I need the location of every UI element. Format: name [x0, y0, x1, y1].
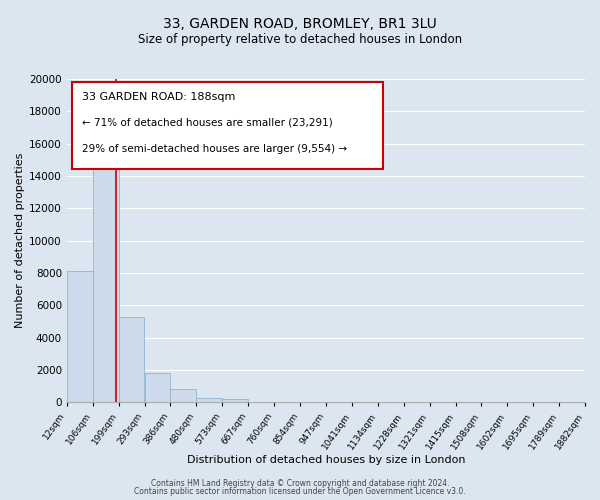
Bar [170, 389, 196, 402]
Text: Contains public sector information licensed under the Open Government Licence v3: Contains public sector information licen… [134, 487, 466, 496]
Text: 33 GARDEN ROAD: 188sqm: 33 GARDEN ROAD: 188sqm [82, 92, 236, 102]
Bar [67, 272, 92, 402]
FancyBboxPatch shape [72, 82, 383, 170]
Text: ← 71% of detached houses are smaller (23,291): ← 71% of detached houses are smaller (23… [82, 118, 333, 128]
Text: Contains HM Land Registry data © Crown copyright and database right 2024.: Contains HM Land Registry data © Crown c… [151, 478, 449, 488]
Bar [222, 399, 248, 402]
Y-axis label: Number of detached properties: Number of detached properties [15, 153, 25, 328]
Bar [196, 398, 222, 402]
X-axis label: Distribution of detached houses by size in London: Distribution of detached houses by size … [187, 455, 465, 465]
Bar [145, 373, 170, 402]
Text: Size of property relative to detached houses in London: Size of property relative to detached ho… [138, 32, 462, 46]
Text: 29% of semi-detached houses are larger (9,554) →: 29% of semi-detached houses are larger (… [82, 144, 347, 154]
Bar [93, 134, 119, 402]
Text: 33, GARDEN ROAD, BROMLEY, BR1 3LU: 33, GARDEN ROAD, BROMLEY, BR1 3LU [163, 18, 437, 32]
Bar [119, 316, 145, 402]
